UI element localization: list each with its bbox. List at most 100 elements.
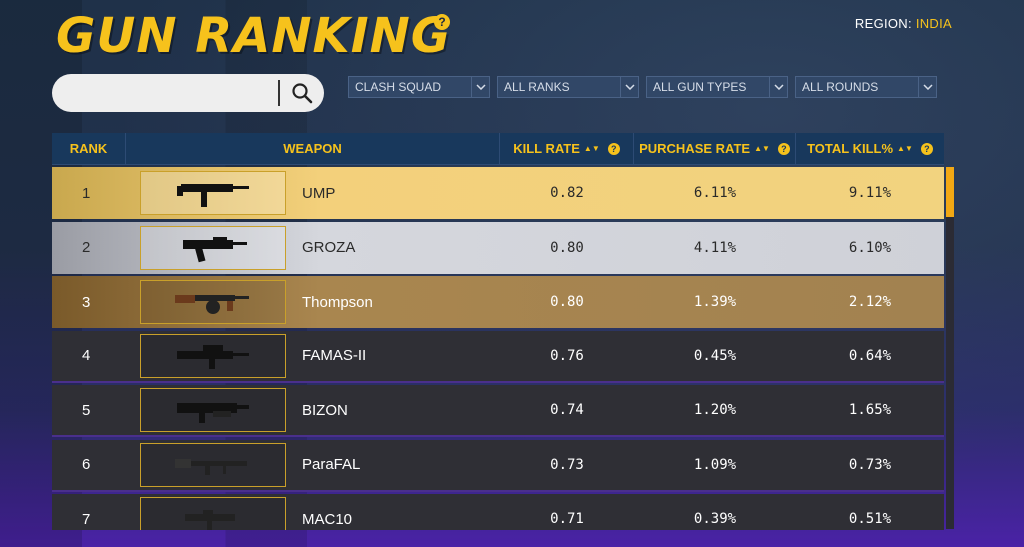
rank-cell: 2: [82, 239, 91, 256]
search-button[interactable]: [280, 74, 324, 112]
header-rank: RANK: [52, 133, 126, 164]
purchase-rate-cell: 1.20%: [693, 402, 737, 418]
purchase-rate-cell: 4.11%: [693, 239, 737, 256]
table-row[interactable]: 3 Thompson 0.80 1.39% 2.12%: [52, 276, 944, 328]
purchase-rate-cell: 6.11%: [693, 185, 737, 201]
filter-rank-label: ALL RANKS: [504, 80, 570, 94]
kill-rate-cell: 0.82: [550, 185, 584, 201]
rifle-icon: [177, 344, 249, 369]
smg-icon: [175, 295, 249, 314]
total-kill-cell: 2.12%: [848, 294, 892, 310]
total-kill-cell: 0.64%: [848, 347, 892, 364]
header-kill-rate[interactable]: KILL RATE ▲▼ ?: [500, 133, 634, 164]
table-row[interactable]: 5 BIZON 0.74 1.20% 1.65%: [52, 385, 944, 437]
sort-icon[interactable]: ▲▼: [897, 144, 913, 153]
header-purchase-rate-label: PURCHASE RATE: [639, 141, 751, 156]
filter-mode-label: CLASH SQUAD: [355, 80, 442, 94]
filter-bar: CLASH SQUAD ALL RANKS ALL GUN TYPES ALL …: [348, 76, 937, 98]
chevron-down-icon: [471, 77, 489, 97]
gun-image: [140, 171, 286, 215]
chevron-down-icon: [769, 77, 787, 97]
kill-rate-cell: 0.80: [550, 294, 584, 310]
weapon-cell: GROZA: [126, 225, 500, 270]
weapon-name: Thompson: [302, 293, 373, 311]
filter-rounds[interactable]: ALL ROUNDS: [795, 76, 937, 98]
sort-icon[interactable]: ▲▼: [754, 144, 770, 153]
table-header: RANK WEAPON KILL RATE ▲▼ ? PURCHASE RATE…: [52, 133, 944, 165]
chevron-down-icon: [918, 77, 936, 97]
search-icon: [292, 83, 313, 104]
total-kill-cell: 1.65%: [848, 402, 892, 418]
table-row[interactable]: 6 ParaFAL 0.73 1.09% 0.73%: [52, 439, 944, 492]
purchase-rate-cell: 1.39%: [693, 294, 737, 310]
weapon-cell: ParaFAL: [126, 442, 500, 487]
rank-cell: 5: [82, 401, 91, 419]
gun-image: [140, 280, 286, 324]
filter-mode[interactable]: CLASH SQUAD: [348, 76, 490, 98]
region-value: INDIA: [915, 16, 952, 31]
weapon-name: MAC10: [302, 510, 353, 528]
smg-icon: [185, 510, 235, 530]
chevron-down-icon: [620, 77, 638, 97]
rank-cell: 7: [82, 510, 91, 528]
table-body[interactable]: 1 UMP 0.82 6.11% 9.11% 2 GROZA 0.80 4.11…: [52, 167, 944, 530]
rifle-icon: [175, 458, 247, 475]
help-icon[interactable]: ?: [777, 142, 790, 155]
gun-image: [140, 225, 286, 270]
weapon-name: GROZA: [302, 239, 356, 256]
help-icon[interactable]: ?: [920, 142, 933, 155]
search-box: [52, 74, 324, 112]
gun-image: [140, 333, 286, 378]
rank-cell: 6: [82, 456, 91, 473]
region-label: REGION:: [854, 16, 912, 31]
scrollbar-thumb[interactable]: [946, 167, 954, 217]
table-row[interactable]: 2 GROZA 0.80 4.11% 6.10%: [52, 221, 944, 274]
rank-cell: 4: [82, 347, 91, 364]
scrollbar[interactable]: [946, 167, 954, 529]
rifle-icon: [183, 236, 247, 262]
weapon-name: FAMAS-II: [302, 347, 367, 364]
weapon-cell: MAC10: [126, 497, 500, 530]
smg-icon: [177, 184, 249, 207]
filter-rounds-label: ALL ROUNDS: [802, 80, 879, 94]
search-divider: [278, 80, 280, 106]
weapon-name: UMP: [302, 184, 336, 202]
gun-image: [140, 388, 286, 432]
header-purchase-rate[interactable]: PURCHASE RATE ▲▼ ?: [634, 133, 796, 164]
table-row[interactable]: 4 FAMAS-II 0.76 0.45% 0.64%: [52, 330, 944, 383]
region-indicator[interactable]: REGION: INDIA: [855, 16, 952, 31]
weapon-cell: BIZON: [126, 388, 500, 432]
help-icon[interactable]: ?: [607, 142, 620, 155]
help-icon[interactable]: ?: [434, 14, 450, 30]
kill-rate-cell: 0.80: [550, 239, 584, 256]
weapon-cell: UMP: [126, 171, 500, 215]
purchase-rate-cell: 0.39%: [693, 511, 737, 527]
header-kill-rate-label: KILL RATE: [513, 141, 580, 156]
weapon-name: ParaFAL: [302, 456, 361, 473]
header-total-kill[interactable]: TOTAL KILL% ▲▼ ?: [796, 133, 944, 164]
gun-image: [140, 442, 286, 487]
total-kill-cell: 9.11%: [848, 185, 892, 201]
search-input[interactable]: [52, 74, 278, 112]
rank-cell: 3: [82, 293, 91, 311]
smg-icon: [177, 403, 249, 423]
kill-rate-cell: 0.71: [550, 511, 584, 527]
table-row[interactable]: 1 UMP 0.82 6.11% 9.11%: [52, 167, 944, 219]
header-weapon: WEAPON: [126, 133, 500, 164]
sort-icon[interactable]: ▲▼: [583, 144, 600, 153]
kill-rate-cell: 0.74: [550, 402, 584, 418]
filter-gun-type[interactable]: ALL GUN TYPES: [646, 76, 788, 98]
page-title: GUN RANKING: [56, 8, 452, 64]
gun-image: [140, 497, 286, 530]
table-row[interactable]: 7 MAC10 0.71 0.39% 0.51%: [52, 494, 944, 530]
weapon-cell: Thompson: [126, 280, 500, 324]
total-kill-cell: 0.51%: [848, 511, 892, 527]
purchase-rate-cell: 1.09%: [693, 456, 737, 473]
weapon-name: BIZON: [302, 401, 348, 419]
total-kill-cell: 6.10%: [848, 239, 892, 256]
purchase-rate-cell: 0.45%: [693, 347, 737, 364]
kill-rate-cell: 0.73: [550, 456, 584, 473]
kill-rate-cell: 0.76: [550, 347, 584, 364]
rank-cell: 1: [82, 184, 91, 202]
filter-rank[interactable]: ALL RANKS: [497, 76, 639, 98]
